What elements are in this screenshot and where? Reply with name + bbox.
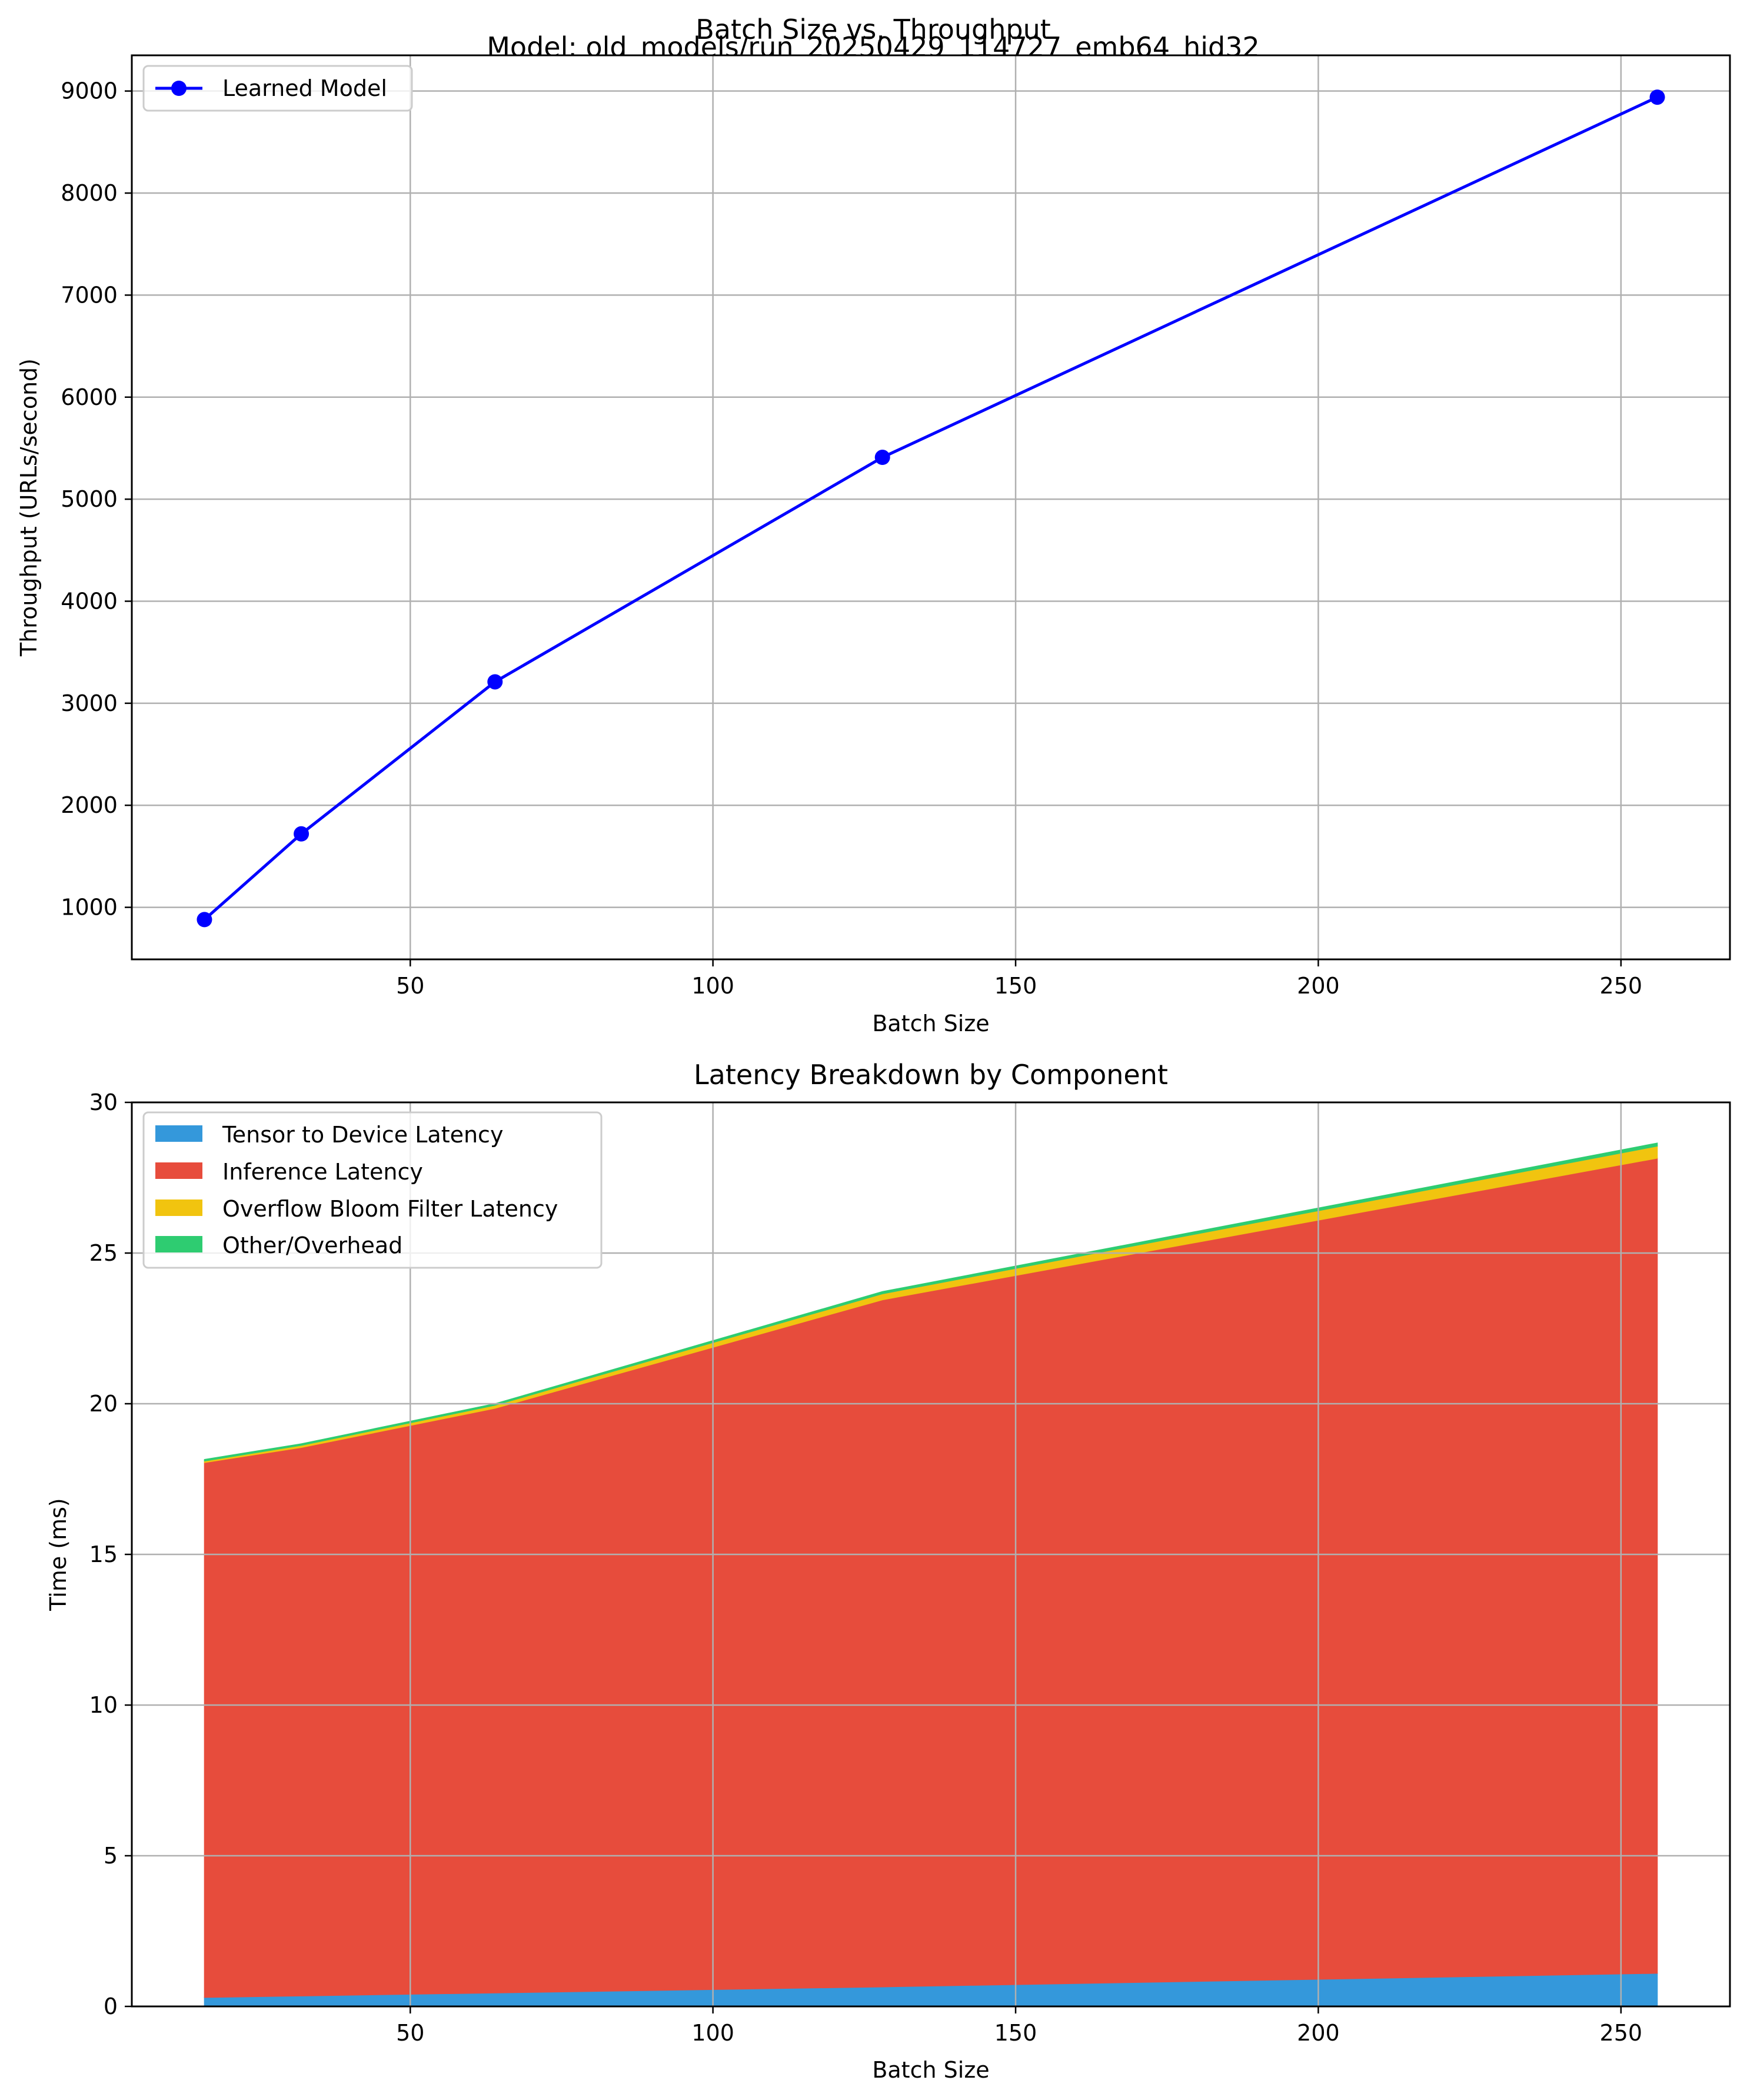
legend-label-tensor-to-device: Tensor to Device Latency <box>222 1122 503 1148</box>
legend-swatch-other-overhead <box>155 1236 202 1252</box>
latency-chart-title: Latency Breakdown by Component <box>694 1059 1168 1091</box>
legend-label-learned-model: Learned Model <box>222 75 387 101</box>
latency-y-tick-label: 0 <box>104 1993 118 2019</box>
throughput-plot-area <box>197 89 1665 928</box>
throughput-x-tick-label: 100 <box>691 973 734 999</box>
throughput-y-tick-label: 3000 <box>61 690 118 716</box>
latency-x-tick-label: 100 <box>691 2020 734 2046</box>
latency-y-tick-label: 25 <box>89 1240 118 1266</box>
throughput-x-tick-label: 50 <box>396 973 424 999</box>
latency-y-tick-label: 20 <box>89 1391 118 1417</box>
legend-swatch-tensor-to-device <box>155 1125 202 1142</box>
throughput-legend: Learned Model <box>142 65 413 112</box>
latency-legend: Tensor to Device Latency Inference Laten… <box>142 1111 603 1269</box>
throughput-x-axis-label: Batch Size <box>872 1011 989 1036</box>
area-other-overhead <box>204 1142 1658 1462</box>
latency-x-tick-label: 250 <box>1600 2020 1643 2046</box>
throughput-y-tick-label: 1000 <box>61 895 118 921</box>
latency-plot-area <box>204 1142 1658 2007</box>
throughput-plot-background <box>132 55 1730 959</box>
legend-swatch-overflow-bloom-filter <box>155 1199 202 1216</box>
throughput-legend-box <box>142 65 413 112</box>
latency-legend-box <box>142 1111 603 1269</box>
legend-swatch-inference <box>155 1162 202 1179</box>
latency-chart: 50 100 150 200 250 0 5 10 15 20 25 30 Latency Break… <box>45 1059 1731 2083</box>
latency-x-axis-label: Batch Size <box>872 2057 989 2083</box>
throughput-grid <box>132 55 1730 959</box>
latency-y-tick-label: 5 <box>104 1843 118 1869</box>
data-point-learned-model <box>197 912 212 928</box>
latency-ticks: 50 100 150 200 250 0 5 10 15 20 25 30 <box>89 1089 1642 2046</box>
throughput-y-tick-label: 8000 <box>61 180 118 206</box>
latency-y-tick-label: 10 <box>89 1692 118 1718</box>
legend-label-inference: Inference Latency <box>222 1159 423 1185</box>
throughput-x-tick-label: 150 <box>994 973 1037 999</box>
throughput-plot-frame <box>131 54 1731 961</box>
throughput-y-tick-label: 4000 <box>61 588 118 614</box>
latency-y-axis-label: Time (ms) <box>45 1498 71 1611</box>
latency-y-tick-label: 15 <box>89 1541 118 1567</box>
latency-x-tick-label: 150 <box>994 2020 1037 2046</box>
figure-title-line1: Batch Size vs. Throughput <box>696 14 1051 45</box>
throughput-y-tick-label: 2000 <box>61 792 118 818</box>
throughput-ticks: 50 100 150 200 250 1000 2000 3000 4000 5000 6000 70… <box>61 78 1642 999</box>
legend-point-marker-learned-model <box>171 81 187 96</box>
throughput-y-tick-label: 5000 <box>61 486 118 512</box>
throughput-y-axis-label: Throughput (URLs/second) <box>16 358 42 657</box>
legend-label-other-overhead: Other/Overhead <box>222 1232 402 1258</box>
latency-x-tick-label: 50 <box>396 2020 424 2046</box>
data-point-learned-model <box>487 674 503 690</box>
throughput-chart: 50 100 150 200 250 1000 2000 3000 4000 5000 6000 70… <box>16 54 1731 1036</box>
data-point-learned-model <box>874 450 890 466</box>
legend-label-overflow-bloom-filter: Overflow Bloom Filter Latency <box>222 1196 558 1222</box>
data-point-learned-model <box>294 826 310 842</box>
throughput-y-tick-label: 6000 <box>61 384 118 410</box>
throughput-y-tick-label: 9000 <box>61 78 118 104</box>
data-point-learned-model <box>1649 89 1665 105</box>
latency-x-tick-label: 200 <box>1297 2020 1340 2046</box>
throughput-x-tick-label: 200 <box>1297 973 1340 999</box>
latency-y-tick-label: 30 <box>89 1089 118 1115</box>
throughput-y-tick-label: 7000 <box>61 282 118 308</box>
throughput-x-tick-label: 250 <box>1600 973 1643 999</box>
